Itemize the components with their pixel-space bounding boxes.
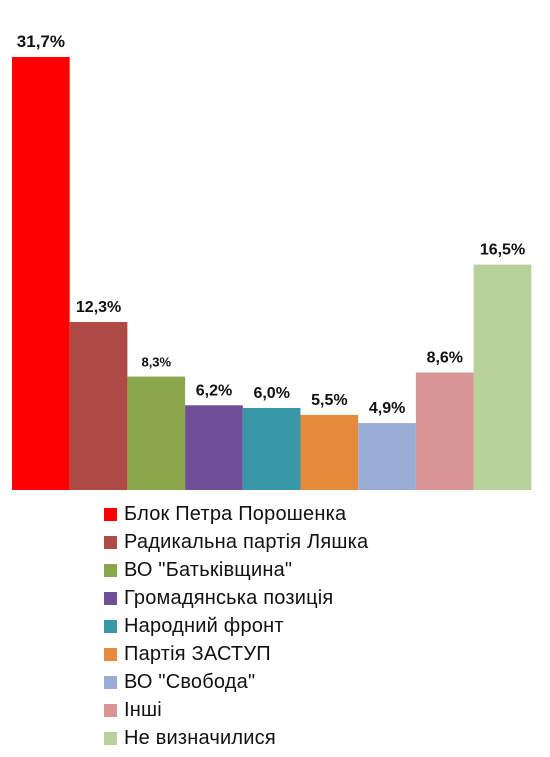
legend-item: Інші: [104, 696, 368, 724]
legend-swatch: [104, 731, 117, 745]
legend-label: Громадянська позиція: [124, 586, 334, 609]
legend-label: Партія ЗАСТУП: [124, 642, 271, 665]
legend-swatch: [104, 591, 117, 605]
bar-4: [185, 405, 243, 490]
bar-9: [473, 264, 532, 490]
legend-swatch: [104, 563, 117, 577]
legend-item: ВО "Батьківщина": [104, 556, 368, 584]
legend-label: Блок Петра Порошенка: [124, 502, 347, 525]
data-label-7: 4,9%: [369, 400, 405, 417]
legend-label: Не визначилися: [124, 726, 276, 749]
bar-6: [300, 414, 359, 490]
legend-item: Радикальна партія Ляшка: [104, 528, 368, 556]
legend-item: Громадянська позиція: [104, 584, 368, 612]
bar-8: [415, 372, 474, 490]
legend-label: Радикальна партія Ляшка: [124, 530, 369, 553]
data-label-2: 12,3%: [76, 299, 121, 316]
bar-1: [12, 57, 70, 490]
legend-label: ВО "Батьківщина": [124, 558, 293, 581]
bar-chart: 31,7% 12,3% 8,3% 6,2% 6,0% 5,5% 4,9% 8,6% 16,5%: [12, 32, 532, 490]
legend-item: ВО "Свобода": [104, 668, 368, 696]
legend-swatch: [104, 703, 117, 717]
legend-swatch: [104, 647, 117, 661]
bar-5: [242, 408, 301, 490]
data-label-6: 5,5%: [311, 392, 347, 409]
legend-item: Блок Петра Порошенка: [104, 500, 368, 528]
data-label-3: 8,3%: [141, 355, 171, 370]
data-label-9: 16,5%: [480, 242, 525, 259]
bar-2: [69, 322, 128, 490]
data-label-8: 8,6%: [427, 350, 463, 367]
legend-swatch: [104, 619, 117, 633]
legend-item: Партія ЗАСТУП: [104, 640, 368, 668]
data-label-1: 31,7%: [17, 32, 65, 51]
legend-label: Народний фронт: [124, 614, 284, 637]
legend-swatch: [104, 507, 117, 521]
legend-swatch: [104, 535, 117, 549]
legend-label: Інші: [124, 698, 162, 721]
legend: Блок Петра Порошенка Радикальна партія Ля…: [104, 500, 368, 752]
legend-item: Не визначилися: [104, 724, 368, 752]
data-label-4: 6,2%: [196, 382, 232, 399]
legend-item: Народний фронт: [104, 612, 368, 640]
legend-label: ВО "Свобода": [124, 670, 256, 693]
legend-swatch: [104, 675, 117, 689]
bar-3: [127, 376, 186, 490]
bar-7: [358, 423, 416, 490]
data-label-5: 6,0%: [253, 385, 289, 402]
